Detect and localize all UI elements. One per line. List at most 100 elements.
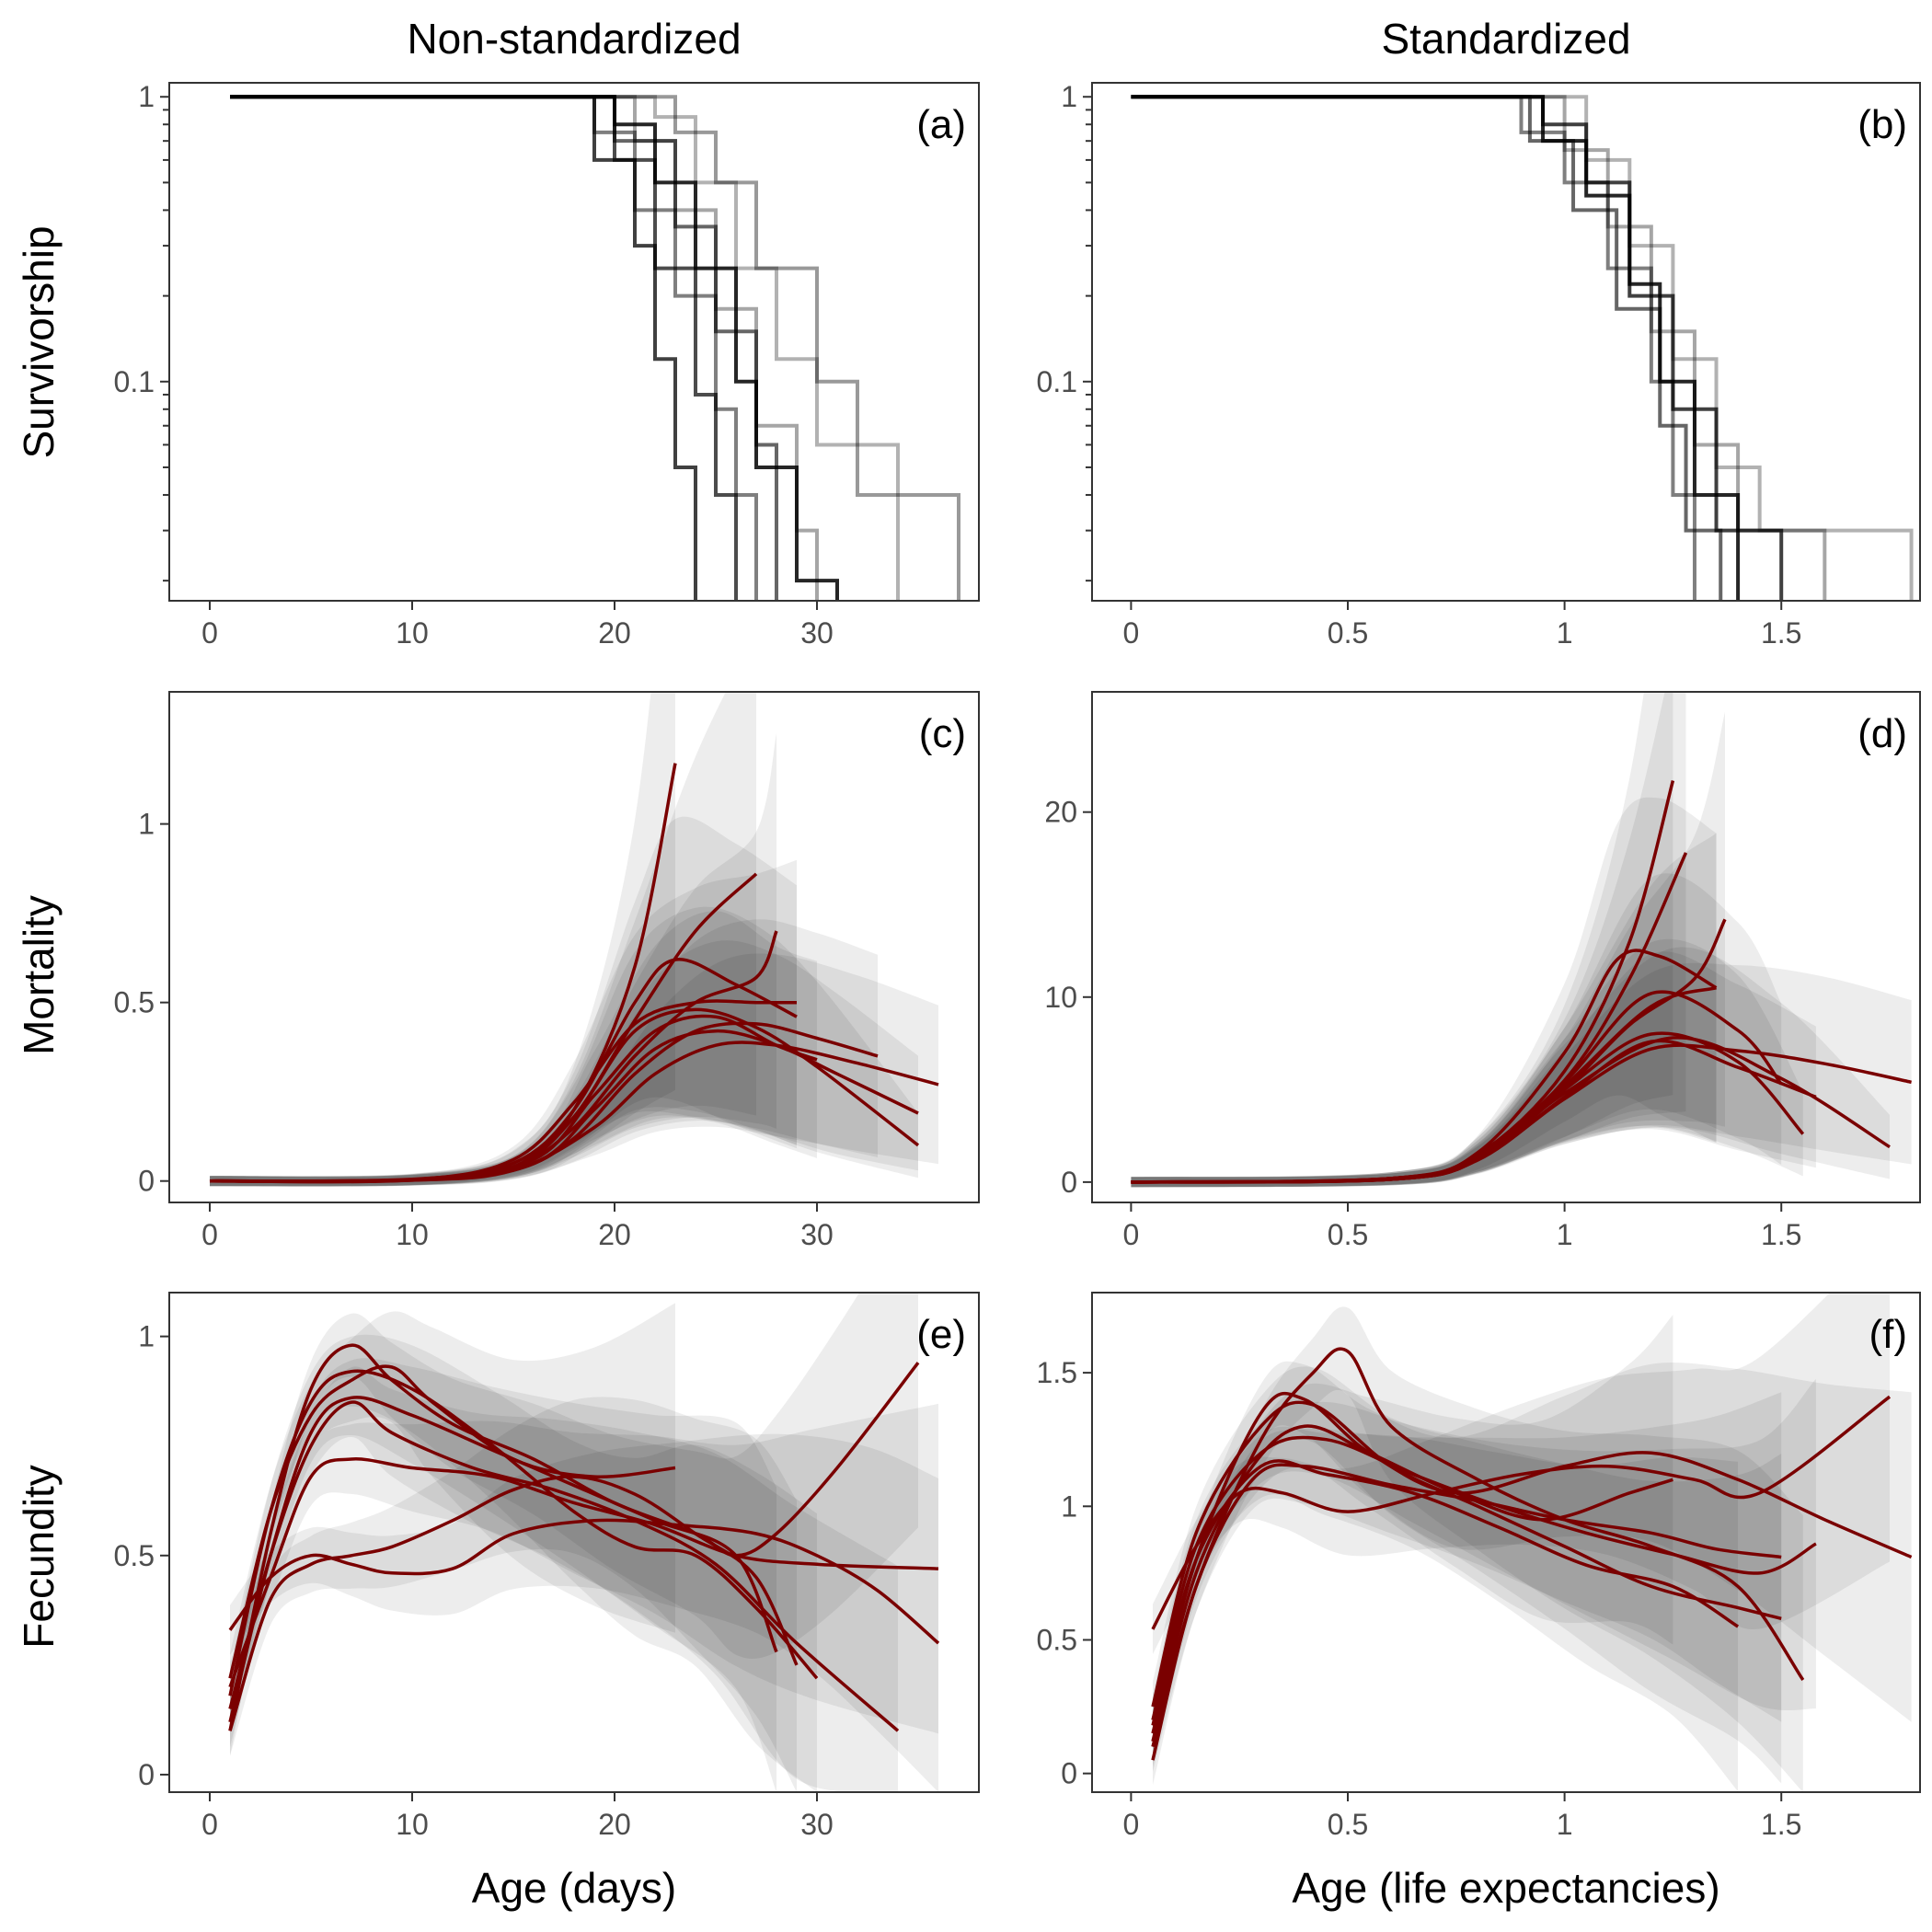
x-tick-label: 1	[1557, 1218, 1573, 1251]
x-tick-label: 0	[1123, 1218, 1140, 1251]
x-tick-label: 30	[800, 1808, 834, 1841]
confidence-band	[1131, 692, 1673, 1188]
y-tick-label: 1	[138, 80, 155, 113]
survival-curve	[1131, 95, 1914, 601]
x-tick-label: 30	[800, 1218, 834, 1251]
confidence-band	[230, 1403, 938, 1734]
panel-d: 0 0.5 1 1.5 0 10 20 (d)	[1044, 691, 1921, 1251]
confidence-band	[1153, 1315, 1673, 1766]
panel-tag: (d)	[1857, 711, 1907, 756]
confidence-band	[210, 911, 817, 1187]
plot-area	[230, 95, 960, 601]
panel-frame	[1091, 691, 1921, 1203]
survival-curve	[1131, 95, 1784, 601]
x-tick-label: 20	[598, 616, 631, 650]
confidence-band	[230, 1293, 918, 1756]
fitted-curve	[228, 1364, 676, 1679]
fitted-curve	[228, 1396, 778, 1723]
confidence-band	[230, 1397, 797, 1792]
confidence-band	[1131, 692, 1686, 1188]
x-tick-label: 1	[1557, 616, 1573, 650]
confidence-band	[230, 1303, 675, 1704]
y-tick-label: 1	[138, 808, 155, 841]
fitted-curve	[209, 1014, 818, 1184]
confidence-band	[1131, 873, 1782, 1188]
x-axis-title-left: Age (days)	[472, 1864, 676, 1912]
y-tick-label: 0	[1061, 1757, 1077, 1790]
y-tick-label: 0.1	[1037, 365, 1077, 398]
confidence-band	[1131, 947, 1890, 1188]
x-tick-label: 0	[1123, 1808, 1140, 1841]
panel-tag: (a)	[916, 102, 966, 147]
survival-curve	[1131, 95, 1827, 601]
survival-curve	[1131, 95, 1696, 601]
x-tick-label: 1	[1557, 1808, 1573, 1841]
fitted-curve	[228, 1400, 900, 1732]
x-tick-label: 0	[201, 616, 218, 650]
confidence-band	[1153, 1426, 1739, 1792]
fitted-curve	[228, 1518, 940, 1645]
confidence-band	[210, 692, 756, 1187]
confidence-band	[210, 906, 918, 1187]
panel-a: 0 10 20 30 1 0.1 (a)	[114, 80, 980, 650]
survival-curve	[230, 95, 758, 601]
y-tick-label: 1	[1061, 1489, 1077, 1523]
fitted-curve	[1131, 990, 1783, 1184]
survival-curve	[230, 95, 960, 601]
panel-frame	[168, 691, 980, 1203]
confidence-band	[230, 1358, 776, 1792]
confidence-band	[1153, 1366, 1782, 1784]
confidence-band	[1153, 1306, 1803, 1792]
x-tick-label: 1.5	[1761, 616, 1801, 650]
fitted-curve	[228, 1457, 939, 1688]
y-tick-label: 0.1	[114, 365, 155, 398]
survival-curve	[230, 95, 697, 601]
plot-area	[1131, 95, 1914, 601]
panel-frame	[1091, 1292, 1921, 1793]
x-tick-label: 0	[201, 1808, 218, 1841]
panel-tag: (f)	[1869, 1312, 1907, 1357]
column-title-right: Standardized	[1381, 15, 1630, 63]
x-tick-label: 10	[396, 616, 429, 650]
confidence-band	[210, 919, 878, 1187]
panel-frame	[168, 1292, 980, 1793]
confidence-band	[1153, 1361, 1912, 1759]
row-label-mortality: Mortality	[15, 895, 63, 1055]
y-tick-label: 0.5	[114, 1539, 155, 1572]
panel-tag: (e)	[916, 1312, 966, 1357]
confidence-band	[1131, 833, 1717, 1188]
y-tick-label: 0.5	[114, 986, 155, 1019]
x-tick-label: 1.5	[1761, 1808, 1801, 1841]
x-tick-label: 20	[598, 1808, 631, 1841]
panel-f: 0 0.5 1 1.5 0 0.5 1 1.5 (f)	[1037, 1292, 1921, 1841]
y-tick-label: 10	[1044, 981, 1077, 1014]
y-tick-label: 0.5	[1037, 1623, 1077, 1656]
plot-area	[209, 692, 939, 1187]
fitted-curve	[1151, 1424, 1673, 1742]
row-label-survivorship: Survivorship	[15, 225, 63, 458]
y-tick-label: 0	[138, 1165, 155, 1198]
survival-curve	[230, 95, 839, 601]
x-tick-label: 0.5	[1328, 1218, 1368, 1251]
y-tick-label: 0	[138, 1758, 155, 1791]
panel-tag: (b)	[1857, 102, 1907, 147]
panel-tag: (c)	[919, 711, 966, 756]
y-tick-label: 1	[138, 1320, 155, 1353]
survival-curve	[1131, 95, 1723, 601]
plot-area	[1151, 1293, 1913, 1792]
y-tick-label: 20	[1044, 796, 1077, 829]
confidence-band	[210, 859, 797, 1187]
y-tick-label: 1.5	[1037, 1356, 1077, 1389]
survival-curve	[230, 95, 738, 601]
column-title-left: Non-standardized	[407, 15, 741, 63]
survival-curve	[1131, 95, 1741, 601]
y-tick-label: 0	[1061, 1166, 1077, 1199]
confidence-band	[210, 953, 938, 1187]
panel-c: 0 10 20 30 0 0.5 1 (c)	[114, 691, 980, 1251]
x-tick-label: 20	[598, 1218, 631, 1251]
confidence-band	[230, 1334, 817, 1792]
x-tick-label: 30	[800, 616, 834, 650]
panel-frame	[168, 82, 980, 602]
fitted-curve	[228, 1475, 799, 1731]
